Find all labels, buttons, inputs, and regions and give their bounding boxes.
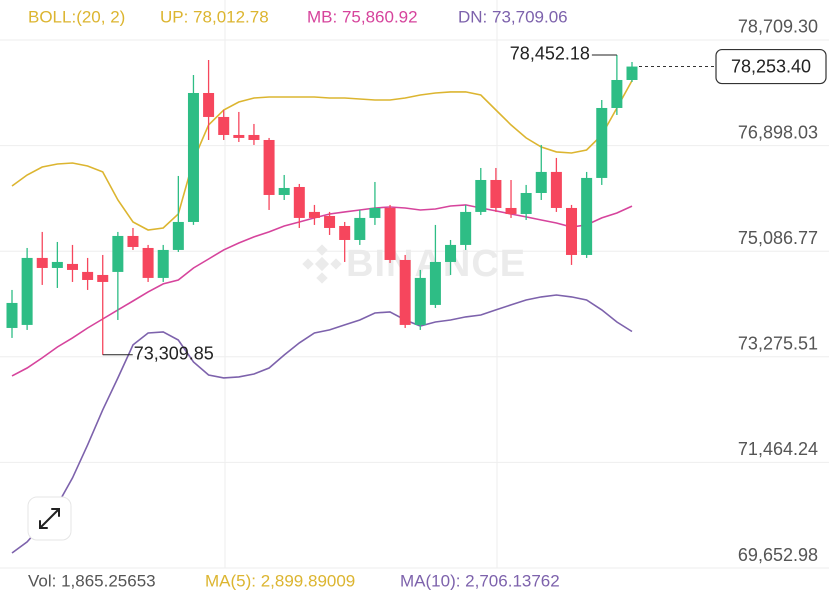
y-tick-label: 75,086.77	[738, 228, 818, 248]
candle-body	[293, 186, 305, 218]
y-tick-label: 71,464.24	[738, 439, 818, 459]
candle-body	[520, 192, 532, 214]
candle-body	[278, 187, 290, 195]
candle-body	[626, 66, 638, 80]
candle-body	[157, 249, 169, 278]
y-tick-label: 73,275.51	[738, 334, 818, 354]
candle-body	[142, 247, 154, 278]
volume-legend-entry: MA(5): 2,899.89009	[205, 571, 355, 590]
candle-body	[611, 79, 623, 108]
candle-body	[384, 207, 396, 260]
band-line	[11, 80, 633, 231]
volume-legend-entry: Vol: 1,865.25653	[28, 571, 156, 590]
y-tick-label: 78,709.30	[738, 17, 818, 37]
candle-body	[429, 261, 441, 305]
candle-body	[187, 92, 199, 222]
candle-body	[414, 277, 426, 325]
candle-body	[308, 211, 320, 218]
candle-body	[203, 92, 215, 117]
candle-body	[172, 221, 184, 250]
volume-legend-entry: MA(10): 2,706.13762	[400, 571, 560, 590]
candle-body	[460, 211, 472, 245]
candle-body	[97, 274, 109, 282]
legend: UP: 78,012.78 MB: 75,860.92 DN: 73,709.06	[160, 7, 568, 26]
legend-entry: MB: 75,860.92	[307, 7, 418, 26]
legend-entry: UP: 78,012.78	[160, 7, 269, 26]
candle-body	[354, 217, 366, 240]
candle-body	[6, 302, 18, 328]
candle-body	[445, 244, 457, 262]
band-line	[11, 294, 633, 554]
candle-body	[263, 139, 275, 195]
candle-body	[324, 215, 336, 228]
candle-body	[218, 116, 230, 135]
candle-body	[550, 171, 562, 208]
band-line	[11, 204, 633, 377]
candle-body	[21, 257, 33, 325]
high-label: 78,452.18	[510, 44, 590, 64]
expand-icon	[39, 508, 60, 529]
candle-body	[505, 207, 517, 214]
legend-entry: DN: 73,709.06	[458, 7, 568, 26]
candle-body	[248, 134, 260, 140]
last-price-box	[715, 48, 827, 85]
low-label: 73,309.85	[134, 344, 214, 364]
candle-body	[233, 134, 245, 138]
candle-body	[66, 263, 78, 270]
candle-body	[51, 261, 63, 268]
candle-body	[339, 225, 351, 240]
candle-body	[369, 207, 381, 218]
candle-body	[566, 207, 578, 255]
bands	[11, 80, 633, 554]
candle-body	[36, 257, 48, 268]
watermark: BINANCE	[302, 243, 525, 285]
candle-body	[475, 179, 487, 212]
expand-button[interactable]	[27, 496, 72, 541]
candle-body	[82, 271, 94, 280]
volume-legend: Vol: 1,865.25653 MA(5): 2,899.89009 MA(10)…	[28, 571, 560, 590]
candle-body	[399, 259, 411, 325]
candle-body	[490, 179, 502, 208]
candle-body	[581, 177, 593, 255]
last-price-label: 78,253.40	[731, 56, 811, 76]
candle-body	[535, 171, 547, 193]
grid: 78,709.30 76,898.03 75,086.77 73,275.51 71,4…	[0, 17, 829, 569]
candles	[6, 54, 638, 355]
watermark-logo	[302, 244, 342, 284]
y-tick-label: 69,652.98	[738, 545, 818, 565]
candle-body	[127, 235, 139, 247]
candle-body	[596, 107, 608, 178]
indicator-label: BOLL:(20, 2)	[28, 7, 125, 26]
candle-body	[112, 235, 124, 272]
annotations: 78,452.18 73,309.85 78,253.40	[102, 44, 827, 364]
y-tick-label: 76,898.03	[738, 122, 818, 142]
